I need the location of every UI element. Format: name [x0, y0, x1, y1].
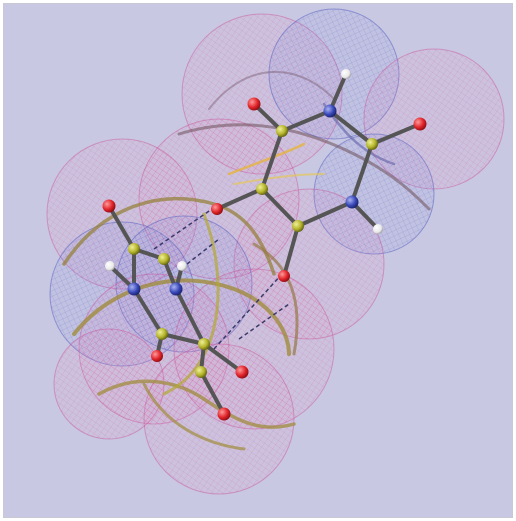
bond: [328, 72, 348, 113]
bond: [280, 109, 332, 133]
atom-nitrogen: [169, 282, 183, 296]
atom-oxygen: [151, 350, 163, 362]
atom-oxygen: [217, 407, 231, 421]
atom-oxygen: [247, 97, 261, 111]
atom-carbon: [292, 220, 304, 232]
atom-carbon: [366, 138, 378, 150]
molecular-surface-render: [4, 4, 512, 517]
atom-carbon: [195, 366, 207, 378]
intersection-ridges: [62, 70, 431, 451]
atom-oxygen: [413, 117, 427, 131]
bond: [174, 287, 206, 346]
ridge: [62, 196, 276, 276]
hydrogen-bonds: [153, 208, 290, 350]
atom-hydrogen: [105, 261, 115, 271]
ridge: [72, 278, 291, 356]
ridge: [233, 173, 325, 185]
hbond: [153, 208, 213, 250]
atom-oxygen: [211, 203, 223, 215]
figure-frame: [3, 3, 513, 518]
bond: [107, 204, 136, 251]
bond: [260, 129, 284, 191]
atoms: [102, 69, 427, 421]
atom-nitrogen: [127, 282, 141, 296]
surface-layer: [46, 8, 505, 495]
hbond: [238, 303, 290, 340]
bond: [260, 187, 300, 228]
atom-hydrogen: [373, 224, 383, 234]
bond: [199, 370, 226, 416]
atom-oxygen: [102, 199, 116, 213]
atom-hydrogen: [177, 261, 187, 271]
atom-carbon: [128, 243, 140, 255]
bond: [132, 287, 164, 336]
bond: [202, 342, 244, 374]
ridge: [97, 379, 296, 429]
ridge: [208, 70, 335, 110]
atom-carbon: [276, 125, 288, 137]
ridge: [142, 382, 246, 451]
ridge: [227, 142, 306, 176]
bond: [160, 332, 206, 346]
surface-sphere: [53, 328, 165, 440]
atom-hydrogen: [341, 69, 351, 79]
bond: [215, 187, 264, 211]
atom-carbon: [156, 328, 168, 340]
surface-sphere: [143, 343, 295, 495]
bond: [282, 224, 300, 278]
bond: [370, 122, 422, 146]
atom-oxygen: [235, 365, 249, 379]
atom-oxygen: [278, 270, 290, 282]
atom-carbon: [198, 338, 210, 350]
bond: [328, 109, 374, 146]
bond: [350, 142, 374, 204]
hbond: [213, 273, 283, 350]
atom-nitrogen: [323, 104, 337, 118]
atom-nitrogen: [345, 195, 359, 209]
ridge: [162, 212, 220, 396]
ridge: [177, 123, 431, 211]
ridge: [252, 242, 299, 356]
atom-carbon: [158, 253, 170, 265]
atom-carbon: [256, 183, 268, 195]
bond: [296, 200, 354, 228]
